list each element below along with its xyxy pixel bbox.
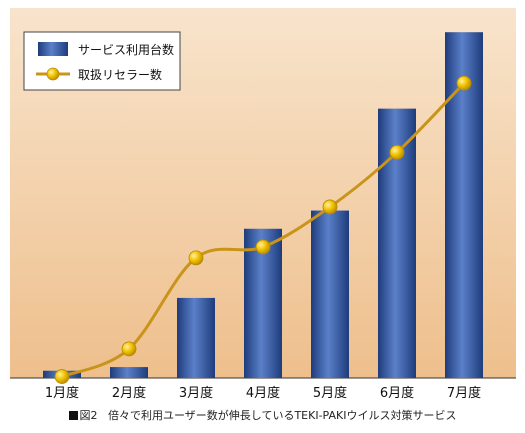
points-layer xyxy=(54,75,472,384)
legend-box xyxy=(23,31,181,91)
caption-text: 倍々で利用ユーザー数が伸長しているTEKI-PAKIウイルス対策サービス xyxy=(108,409,457,422)
point-1月度 xyxy=(54,369,70,384)
bar-3月度 xyxy=(177,297,215,378)
point-7月度 xyxy=(456,75,472,91)
x-tick-label-4月度: 4月度 xyxy=(246,385,280,401)
point-6月度 xyxy=(389,144,405,160)
legend-marker-swatch xyxy=(46,67,60,81)
caption-fig-label: 図2 xyxy=(79,409,98,422)
figure-caption: 図2 倍々で利用ユーザー数が伸長しているTEKI-PAKIウイルス対策サービス xyxy=(0,407,525,423)
x-tick-label-2月度: 2月度 xyxy=(112,385,146,401)
point-5月度 xyxy=(322,199,338,215)
legend-label-bar: サービス利用台数 xyxy=(78,42,174,57)
x-tick-label-5月度: 5月度 xyxy=(313,385,347,401)
x-tick-label-1月度: 1月度 xyxy=(45,385,79,401)
x-tick-label-3月度: 3月度 xyxy=(179,385,213,401)
x-tick-label-7月度: 7月度 xyxy=(447,385,481,401)
point-4月度 xyxy=(255,239,271,255)
legend-label-line: 取扱リセラー数 xyxy=(78,67,162,82)
legend: サービス利用台数 取扱リセラー数 xyxy=(23,31,181,91)
point-2月度 xyxy=(121,341,137,357)
bar-2月度 xyxy=(110,367,148,378)
bars-layer xyxy=(43,32,483,378)
x-tick-labels: 1月度 2月度 3月度 4月度 5月度 6月度 7月度 xyxy=(45,385,481,401)
caption-square-icon xyxy=(68,411,78,420)
bar-5月度 xyxy=(311,210,349,378)
legend-bar-swatch xyxy=(38,42,68,56)
x-tick-label-6月度: 6月度 xyxy=(380,385,414,401)
point-3月度 xyxy=(188,250,204,266)
